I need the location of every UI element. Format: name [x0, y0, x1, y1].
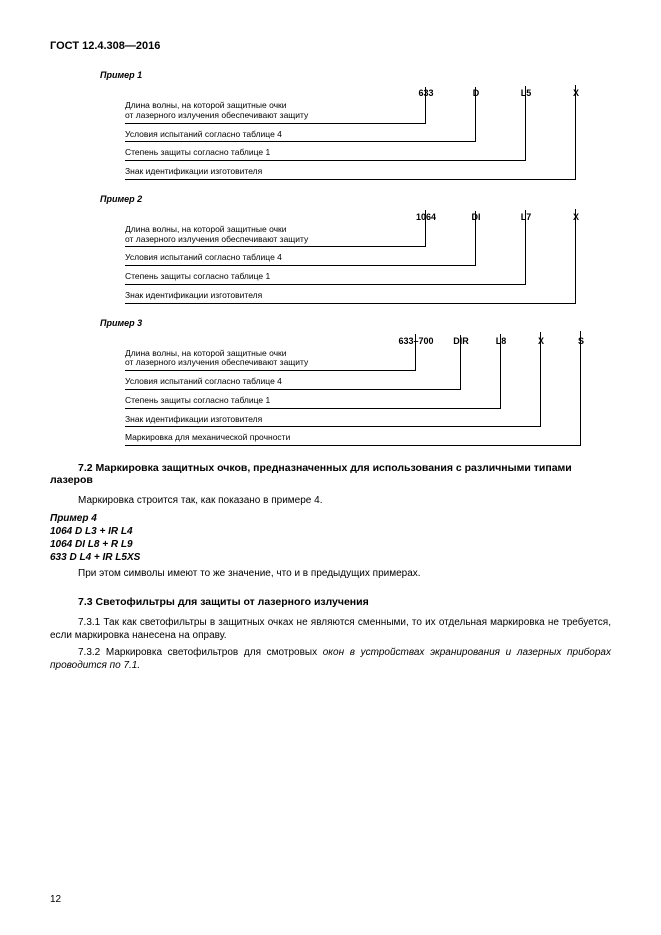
- code-cell: X: [521, 336, 561, 346]
- diagram-connector: [340, 141, 476, 142]
- marking-diagram: 633DL5X Длина волны, на которой защитные …: [125, 88, 601, 180]
- diagram-connector: [340, 284, 526, 285]
- code-cell: X: [551, 212, 601, 222]
- code-cell: DIR: [441, 336, 481, 346]
- code-cell: 1064: [401, 212, 451, 222]
- diagram-label-text: Знак идентификации изготовителя: [125, 415, 340, 428]
- code-cell: 633–700: [391, 336, 441, 346]
- code-cell: X: [551, 88, 601, 98]
- diagram-connector-vertical: [425, 210, 426, 246]
- diagram-connector: [340, 445, 581, 446]
- diagram-label-row: Маркировка для механической прочности: [125, 433, 601, 446]
- diagram-connector-vertical: [525, 86, 526, 160]
- diagram-connector-vertical: [580, 331, 581, 445]
- diagram-label-row: Степень защиты согласно таблице 1: [125, 272, 601, 285]
- section-7-3-2: 7.3.2 Маркировка светофильтров для смотр…: [50, 646, 611, 672]
- diagram-connector: [340, 246, 426, 247]
- diagram-label-text: Степень защиты согласно таблице 1: [125, 272, 340, 285]
- diagram-label-text: Маркировка для механической прочности: [125, 433, 340, 446]
- diagram-label-text: Длина волны, на которой защитные очкиот …: [125, 349, 340, 372]
- diagram-label-text: Знак идентификации изготовителя: [125, 167, 340, 180]
- page: ГОСТ 12.4.308—2016 Пример 1633DL5XДлина …: [0, 0, 661, 935]
- example-block: Пример 2 1064DIL7X Длина волны, на которой…: [50, 194, 611, 304]
- diagram-connector: [340, 303, 576, 304]
- diagram-label-row: Длина волны, на которой защитные очкиот …: [125, 349, 601, 372]
- diagram-connector: [340, 389, 461, 390]
- code-cell: L7: [501, 212, 551, 222]
- diagram-label-row: Знак идентификации изготовителя: [125, 167, 601, 180]
- diagram-connector-vertical: [475, 87, 476, 141]
- diagram-connector: [340, 370, 416, 371]
- diagram-label-text: Условия испытаний согласно таблице 4: [125, 130, 340, 143]
- diagram-connector-vertical: [415, 334, 416, 370]
- section-7-2-para-1: Маркировка строится так, как показано в …: [50, 494, 611, 507]
- code-row: 633DL5X: [125, 88, 601, 98]
- diagram-label-row: Условия испытаний согласно таблице 4: [125, 253, 601, 266]
- diagram-label-row: Условия испытаний согласно таблице 4: [125, 377, 601, 390]
- diagram-connector-vertical: [540, 332, 541, 426]
- code-cell: S: [561, 336, 601, 346]
- diagram-label-row: Степень защиты согласно таблице 1: [125, 148, 601, 161]
- diagram-label-row: Знак идентификации изготовителя: [125, 415, 601, 428]
- example-4-codes: 1064 D L3 + IR L4 1064 DI L8 + R L9 633 D …: [50, 526, 611, 563]
- diagram-connector: [340, 179, 576, 180]
- example-block: Пример 3 633–700DIRL8XS Длина волны, на ко…: [50, 318, 611, 447]
- diagram-connector-vertical: [525, 210, 526, 284]
- example-4-code-line: 1064 D L3 + IR L4: [50, 526, 611, 537]
- diagram-label-row: Знак идентификации изготовителя: [125, 291, 601, 304]
- diagram-label-text: Степень защиты согласно таблице 1: [125, 148, 340, 161]
- diagram-label-text: Условия испытаний согласно таблице 4: [125, 253, 340, 266]
- example-title: Пример 1: [100, 70, 611, 80]
- diagram-connector-vertical: [460, 335, 461, 389]
- marking-diagram: 1064DIL7X Длина волны, на которой защитны…: [125, 212, 601, 304]
- diagram-connector-vertical: [500, 334, 501, 408]
- diagram-label-text: Условия испытаний согласно таблице 4: [125, 377, 340, 390]
- code-cell: L8: [481, 336, 521, 346]
- diagram-label-text: Знак идентификации изготовителя: [125, 291, 340, 304]
- diagram-connector-vertical: [575, 209, 576, 303]
- document-id: ГОСТ 12.4.308—2016: [50, 40, 611, 52]
- diagram-connector: [340, 160, 526, 161]
- code-cell: D: [451, 88, 501, 98]
- diagram-label-row: Длина волны, на которой защитные очкиот …: [125, 225, 601, 248]
- diagram-label-row: Степень защиты согласно таблице 1: [125, 396, 601, 409]
- section-7-3-2-plain: 7.3.2 Маркировка светофильтров для смотр…: [78, 647, 323, 658]
- section-7-2-para-2: При этом символы имеют то же значение, ч…: [50, 567, 611, 580]
- code-cell: L5: [501, 88, 551, 98]
- diagram-label-text: Длина волны, на которой защитные очкиот …: [125, 225, 340, 248]
- example-4-code-line: 1064 DI L8 + R L9: [50, 539, 611, 550]
- diagram-connector-vertical: [475, 211, 476, 265]
- section-7-2-heading: 7.2 Маркировка защитных очков, предназна…: [50, 462, 611, 486]
- marking-diagram: 633–700DIRL8XS Длина волны, на которой за…: [125, 336, 601, 447]
- diagram-connector-vertical: [575, 85, 576, 179]
- diagram-connector: [340, 426, 541, 427]
- example-block: Пример 1 633DL5X Длина волны, на которой з…: [50, 70, 611, 180]
- diagram-connector: [340, 265, 476, 266]
- diagram-label-text: Степень защиты согласно таблице 1: [125, 396, 340, 409]
- diagram-connector: [340, 123, 426, 124]
- example-4-title: Пример 4: [50, 513, 611, 524]
- section-7-3-1: 7.3.1 Так как светофильтры в защитных оч…: [50, 616, 611, 642]
- diagram-label-text: Длина волны, на которой защитные очкиот …: [125, 101, 340, 124]
- example-title: Пример 3: [100, 318, 611, 328]
- diagrams-container: Пример 1633DL5XДлина волны, на которой з…: [50, 70, 611, 446]
- code-row: 633–700DIRL8XS: [125, 336, 601, 346]
- code-cell: DI: [451, 212, 501, 222]
- diagram-connector: [340, 408, 501, 409]
- section-7-3-heading: 7.3 Светофильтры для защиты от лазерного…: [50, 596, 611, 608]
- diagram-label-row: Условия испытаний согласно таблице 4: [125, 130, 601, 143]
- example-title: Пример 2: [100, 194, 611, 204]
- code-row: 1064DIL7X: [125, 212, 601, 222]
- page-number: 12: [50, 894, 61, 905]
- example-4-code-line: 633 D L4 + IR L5XS: [50, 552, 611, 563]
- diagram-label-row: Длина волны, на которой защитные очкиот …: [125, 101, 601, 124]
- diagram-connector-vertical: [425, 87, 426, 123]
- code-cell: 633: [401, 88, 451, 98]
